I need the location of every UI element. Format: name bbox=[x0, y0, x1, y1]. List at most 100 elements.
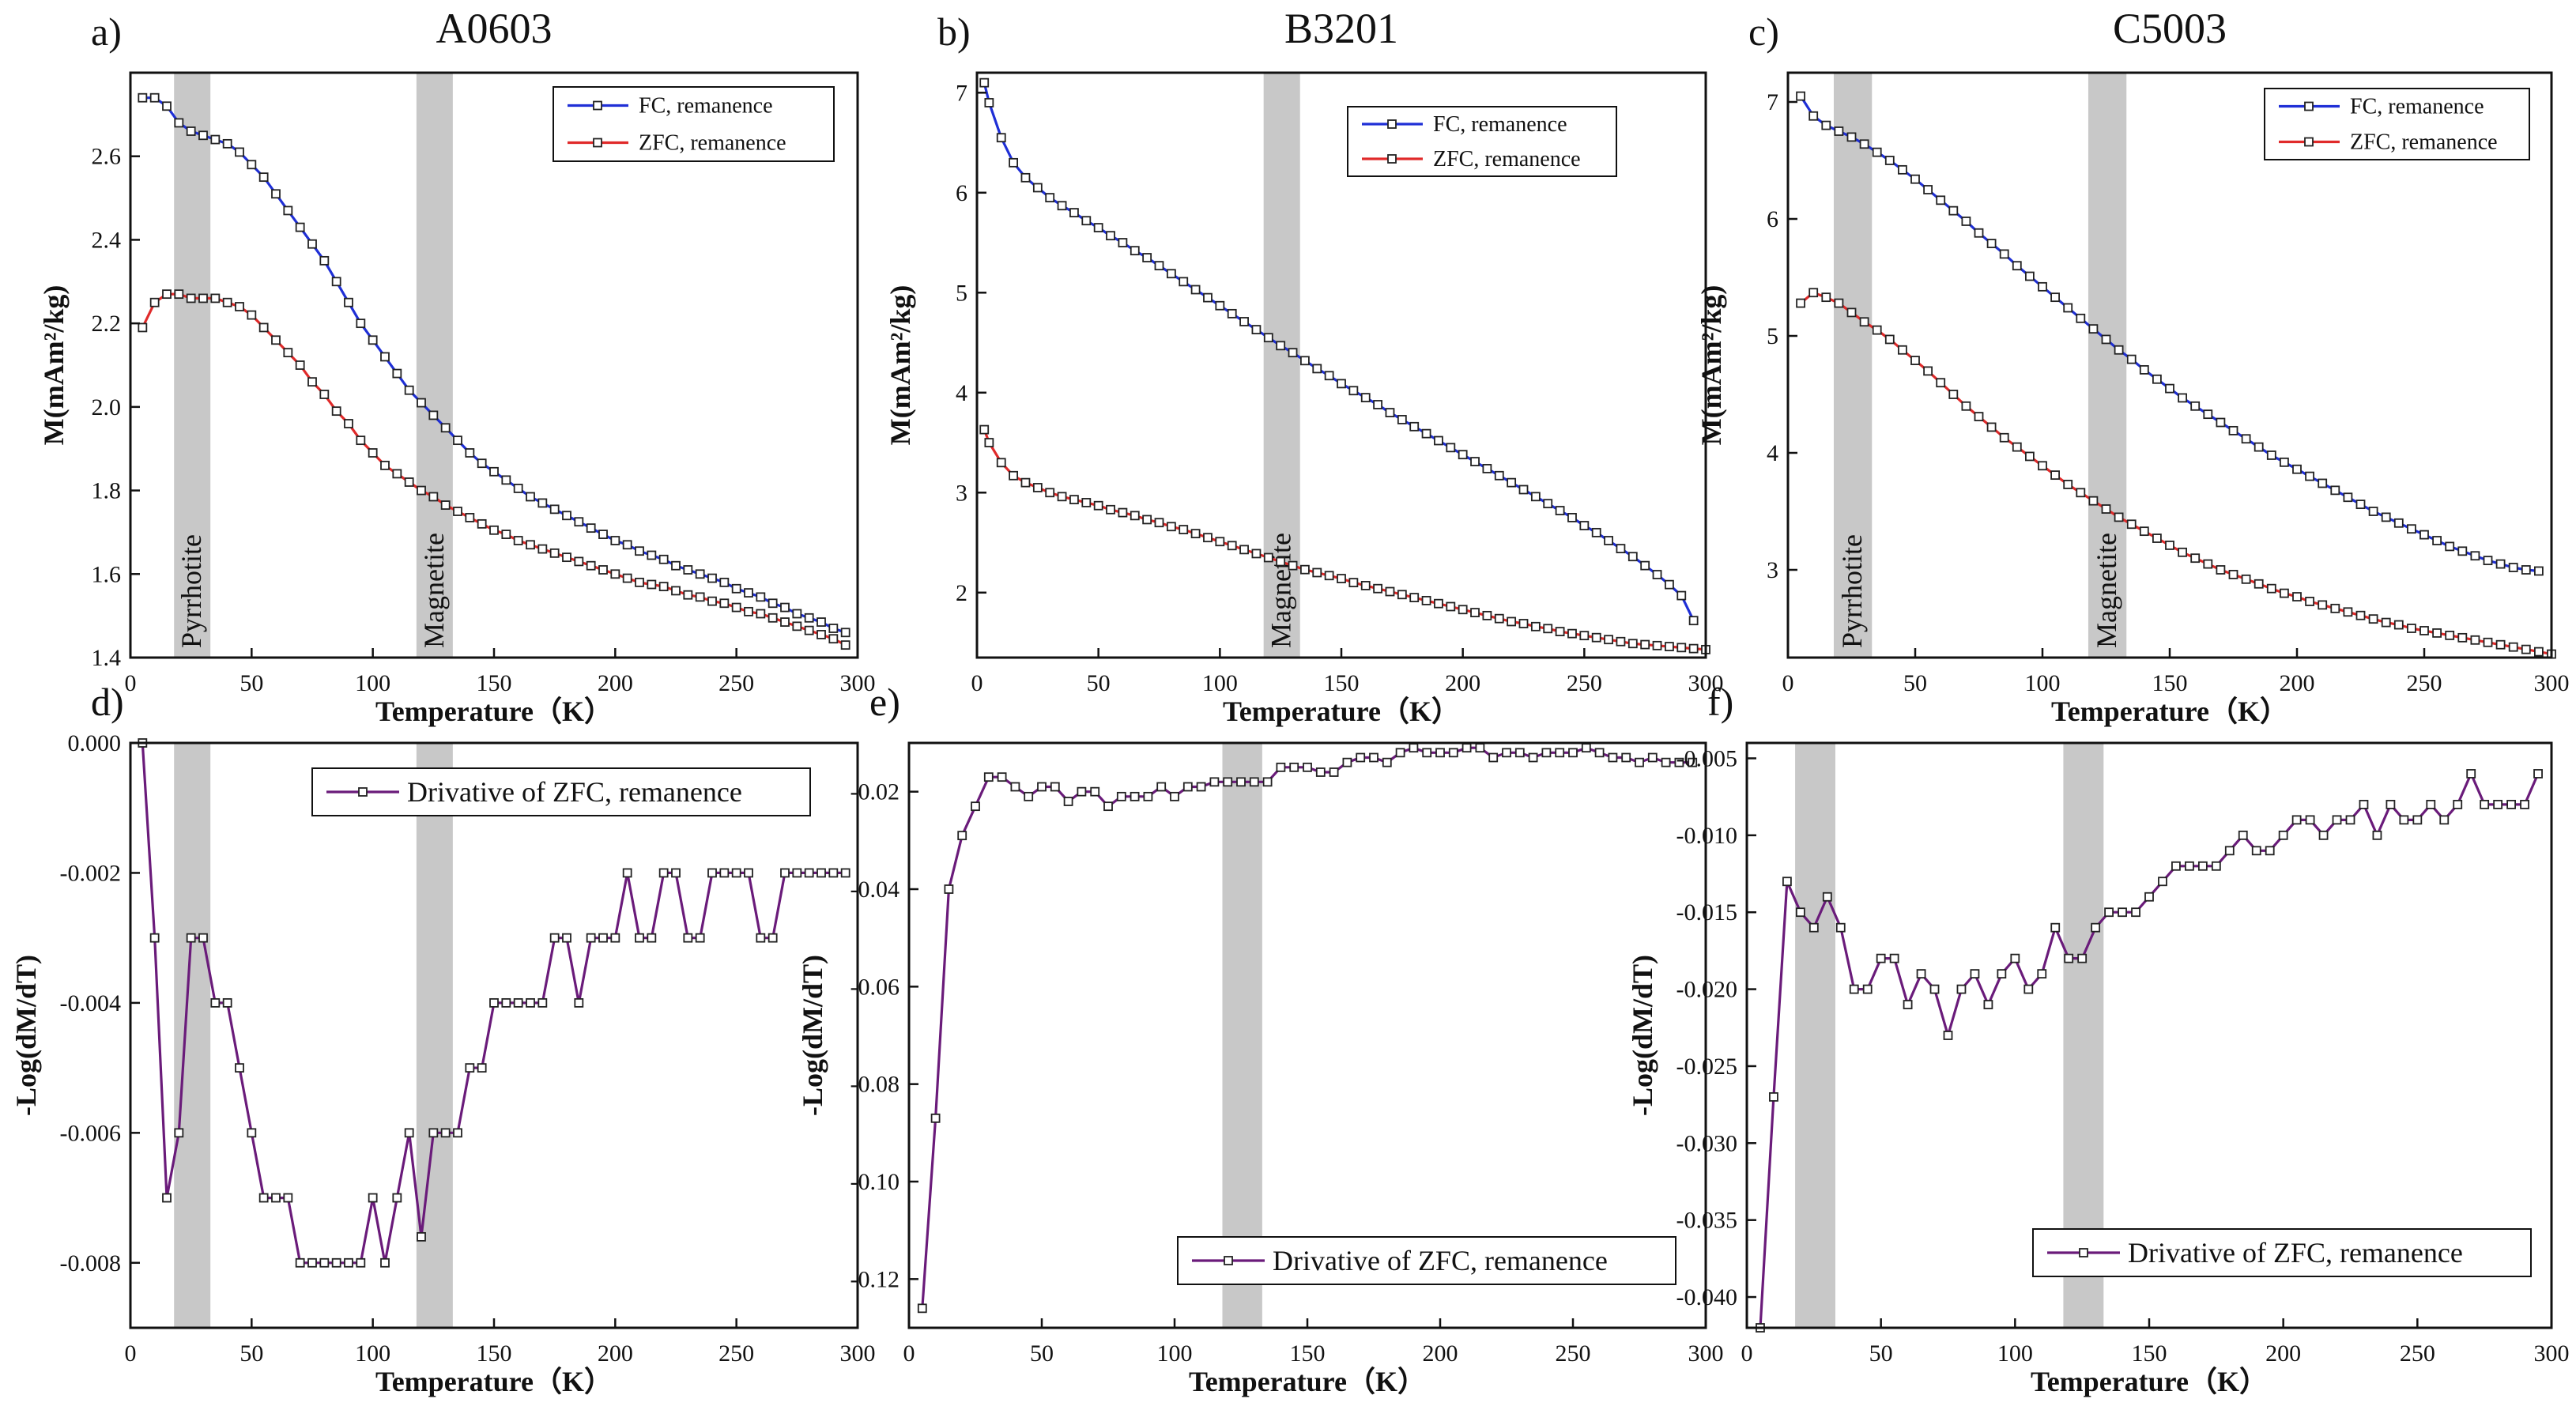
data-point bbox=[1579, 631, 1590, 641]
data-point bbox=[1808, 288, 1819, 298]
data-point bbox=[477, 1063, 487, 1073]
x-tick-label: 200 bbox=[598, 670, 633, 696]
data-point bbox=[271, 189, 281, 199]
x-tick-label: 200 bbox=[1445, 670, 1480, 696]
data-point bbox=[1337, 379, 1346, 389]
data-point bbox=[1397, 590, 1407, 600]
data-point bbox=[1409, 421, 1420, 432]
y-tick-label: 4 bbox=[1767, 440, 1778, 466]
x-tick-label: 300 bbox=[2534, 670, 2570, 696]
data-point bbox=[417, 485, 426, 496]
data-point bbox=[574, 997, 584, 1008]
data-point bbox=[1923, 366, 1933, 376]
y-tick-label: -0.02 bbox=[850, 779, 900, 805]
data-point bbox=[997, 772, 1007, 782]
data-point bbox=[513, 484, 523, 493]
x-tick-label: 200 bbox=[2280, 670, 2315, 696]
x-tick-label: 150 bbox=[477, 670, 512, 696]
data-point bbox=[658, 868, 669, 878]
data-point bbox=[1154, 261, 1164, 271]
band-label-magnetite: Magnetite bbox=[1265, 533, 1297, 648]
data-point bbox=[392, 1193, 402, 1203]
data-point bbox=[1591, 632, 1601, 643]
data-point bbox=[817, 617, 826, 627]
data-point bbox=[610, 536, 620, 545]
data-point bbox=[2359, 799, 2369, 809]
data-point bbox=[2101, 504, 2111, 514]
data-point bbox=[526, 997, 535, 1008]
data-point bbox=[1093, 223, 1103, 232]
data-point bbox=[1020, 477, 1031, 488]
y-tick-label: -0.04 bbox=[850, 877, 900, 903]
data-point bbox=[562, 511, 571, 521]
y-tick-label: -0.040 bbox=[1676, 1284, 1738, 1310]
data-point bbox=[2393, 518, 2404, 528]
data-point bbox=[1849, 984, 1859, 994]
data-point bbox=[1948, 205, 1959, 216]
data-point bbox=[1329, 767, 1339, 777]
y-tick-label: 2.4 bbox=[92, 227, 122, 253]
data-point bbox=[574, 556, 584, 567]
data-point bbox=[1910, 174, 1920, 184]
data-point bbox=[1796, 298, 1806, 308]
data-point bbox=[671, 868, 681, 878]
data-point bbox=[1312, 567, 1322, 578]
data-point bbox=[1249, 777, 1259, 787]
data-point bbox=[804, 625, 814, 635]
legend-e: Drivative of ZFC, remanence bbox=[1177, 1236, 1676, 1285]
data-point bbox=[1050, 782, 1060, 792]
legend-marker bbox=[1224, 1256, 1233, 1265]
y-tick-label: 6 bbox=[1767, 206, 1778, 232]
data-point bbox=[2241, 574, 2251, 584]
data-point bbox=[2445, 541, 2455, 552]
data-point bbox=[756, 933, 766, 943]
data-point bbox=[1385, 586, 1395, 597]
data-point bbox=[695, 592, 705, 602]
series-line-a-0 bbox=[142, 96, 847, 634]
x-tick-label: 150 bbox=[1290, 1340, 1326, 1367]
y-tick-label: -0.006 bbox=[60, 1120, 122, 1146]
series-line-c-1 bbox=[1800, 291, 2551, 656]
data-point bbox=[1514, 748, 1525, 758]
x-axis-label: Temperature（K） bbox=[2031, 1366, 2268, 1397]
data-point bbox=[210, 293, 221, 303]
data-point bbox=[1943, 1031, 1953, 1040]
data-point bbox=[417, 1231, 426, 1242]
data-point bbox=[792, 621, 802, 631]
data-point bbox=[2495, 559, 2506, 569]
x-tick-label: 50 bbox=[239, 1340, 263, 1367]
data-point bbox=[1621, 752, 1631, 763]
data-point bbox=[2010, 953, 2020, 963]
data-point bbox=[501, 530, 511, 539]
data-point bbox=[258, 322, 269, 333]
data-point bbox=[1024, 791, 1034, 801]
data-point bbox=[1409, 593, 1420, 603]
data-point bbox=[1859, 139, 1869, 149]
data-point bbox=[1276, 556, 1286, 567]
data-point bbox=[744, 588, 753, 598]
data-point bbox=[440, 500, 451, 510]
data-point bbox=[1356, 752, 1366, 763]
data-point bbox=[1057, 201, 1067, 211]
data-point bbox=[2118, 907, 2127, 918]
data-point bbox=[2406, 624, 2416, 633]
data-point bbox=[2241, 434, 2251, 444]
data-point bbox=[440, 423, 451, 433]
data-point bbox=[804, 613, 814, 623]
data-point bbox=[501, 997, 511, 1008]
data-point bbox=[647, 579, 657, 590]
data-point bbox=[1057, 492, 1067, 502]
data-point bbox=[707, 596, 717, 606]
data-point bbox=[2457, 546, 2468, 556]
y-tick-label: 3 bbox=[956, 480, 967, 506]
data-point bbox=[1676, 590, 1687, 601]
band-shade-0 bbox=[174, 743, 211, 1328]
legend-entry: ZFC, remanence bbox=[1433, 147, 1581, 172]
data-point bbox=[2278, 830, 2288, 840]
data-point bbox=[1142, 253, 1152, 262]
data-point bbox=[1961, 401, 1971, 411]
data-point bbox=[2131, 907, 2140, 918]
data-point bbox=[622, 573, 632, 583]
data-point bbox=[996, 458, 1006, 468]
